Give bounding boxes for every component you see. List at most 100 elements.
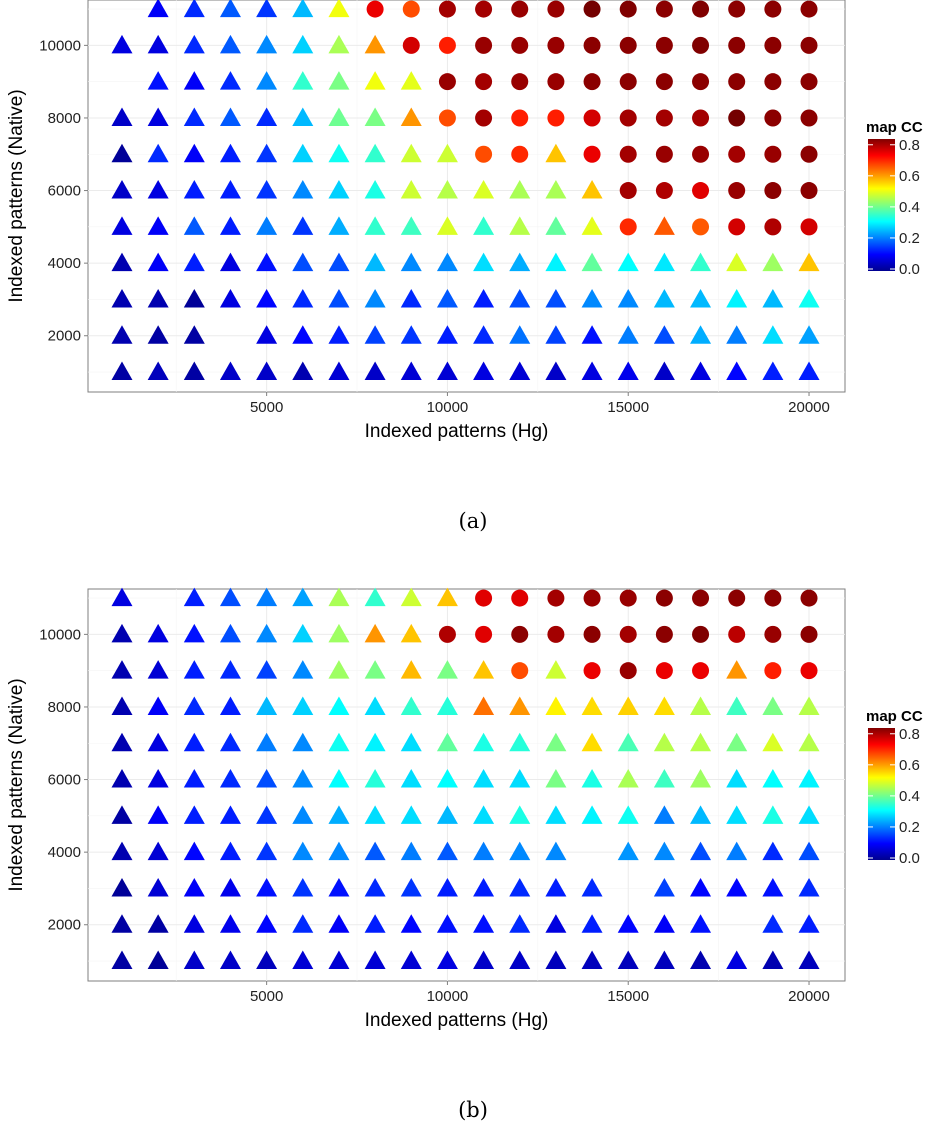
point-triangle xyxy=(436,143,458,163)
point-triangle xyxy=(545,769,567,788)
x-tick-label: 20000 xyxy=(788,399,830,416)
point-triangle xyxy=(653,950,675,970)
point-triangle xyxy=(183,34,205,54)
point-circle xyxy=(692,73,710,91)
point-triangle xyxy=(690,877,712,897)
point-circle xyxy=(583,73,601,91)
point-triangle xyxy=(147,769,169,788)
point-triangle xyxy=(545,696,567,715)
point-triangle xyxy=(400,950,422,970)
point-triangle xyxy=(219,841,241,861)
point-triangle xyxy=(690,325,712,344)
point-triangle xyxy=(328,877,350,897)
point-triangle xyxy=(617,805,639,824)
point-triangle xyxy=(400,660,422,679)
point-triangle xyxy=(690,950,712,970)
y-tick-label: 8000 xyxy=(48,110,81,127)
point-triangle xyxy=(653,732,675,752)
point-triangle xyxy=(147,361,169,381)
point-triangle xyxy=(147,914,169,933)
point-circle xyxy=(438,0,456,18)
point-triangle xyxy=(364,696,386,715)
point-triangle xyxy=(509,696,531,715)
point-circle xyxy=(475,625,493,643)
point-circle xyxy=(728,218,746,236)
point-triangle xyxy=(256,0,278,18)
point-triangle xyxy=(292,805,314,824)
point-triangle xyxy=(581,288,603,308)
point-triangle xyxy=(400,107,422,126)
point-triangle xyxy=(292,288,314,308)
point-triangle xyxy=(147,877,169,897)
colorbar-tick-label: 0.4 xyxy=(899,199,920,216)
point-triangle xyxy=(328,841,350,861)
point-triangle xyxy=(545,660,567,679)
point-triangle xyxy=(256,805,278,824)
point-triangle xyxy=(364,216,386,235)
panel-a: 5000 10000 15000 20000 2000 4000 6000 8000 10000… xyxy=(6,0,923,533)
point-triangle xyxy=(762,805,784,824)
point-circle xyxy=(655,625,673,643)
point-triangle xyxy=(111,252,133,272)
point-triangle xyxy=(762,325,784,344)
point-triangle xyxy=(219,877,241,897)
point-triangle xyxy=(328,950,350,970)
point-triangle xyxy=(581,325,603,344)
point-circle xyxy=(764,145,782,163)
point-circle xyxy=(800,73,818,91)
point-triangle xyxy=(292,361,314,381)
point-triangle xyxy=(400,325,422,344)
x-tick-label: 5000 xyxy=(250,399,283,416)
point-triangle xyxy=(509,732,531,752)
point-triangle xyxy=(328,180,350,199)
legend-title: map CC xyxy=(866,708,923,725)
point-circle xyxy=(619,589,637,607)
point-triangle xyxy=(653,288,675,308)
colorbar-tick-label: 0.2 xyxy=(899,230,920,247)
point-circle xyxy=(692,145,710,163)
point-triangle xyxy=(581,769,603,788)
colorbar-tick-label: 0.0 xyxy=(899,261,920,278)
point-triangle xyxy=(509,252,531,272)
point-triangle xyxy=(256,325,278,344)
point-triangle xyxy=(400,361,422,381)
point-triangle xyxy=(256,914,278,933)
point-triangle xyxy=(147,143,169,163)
panel-b: 5000 10000 15000 20000 2000 4000 6000 8000 10000… xyxy=(6,587,923,1122)
point-triangle xyxy=(653,252,675,272)
point-triangle xyxy=(364,587,386,607)
point-triangle xyxy=(653,361,675,381)
point-circle xyxy=(692,182,710,200)
point-triangle xyxy=(183,805,205,824)
point-triangle xyxy=(364,143,386,163)
point-triangle xyxy=(400,623,422,643)
point-triangle xyxy=(798,914,820,933)
point-triangle xyxy=(364,841,386,861)
point-triangle xyxy=(436,769,458,788)
point-triangle xyxy=(473,841,495,861)
point-triangle xyxy=(798,805,820,824)
point-triangle xyxy=(147,107,169,126)
point-circle xyxy=(438,36,456,54)
point-circle xyxy=(475,145,493,163)
point-triangle xyxy=(617,914,639,933)
point-triangle xyxy=(509,361,531,381)
point-triangle xyxy=(111,107,133,126)
point-triangle xyxy=(545,805,567,824)
point-circle xyxy=(764,589,782,607)
colorbar xyxy=(868,728,895,860)
point-triangle xyxy=(364,660,386,679)
point-triangle xyxy=(726,841,748,861)
point-triangle xyxy=(111,732,133,752)
point-circle xyxy=(800,36,818,54)
point-triangle xyxy=(183,732,205,752)
point-triangle xyxy=(653,914,675,933)
point-triangle xyxy=(617,252,639,272)
point-triangle xyxy=(798,252,820,272)
point-triangle xyxy=(653,841,675,861)
point-triangle xyxy=(219,623,241,643)
point-triangle xyxy=(292,216,314,235)
point-circle xyxy=(511,145,529,163)
point-triangle xyxy=(726,732,748,752)
point-triangle xyxy=(256,950,278,970)
